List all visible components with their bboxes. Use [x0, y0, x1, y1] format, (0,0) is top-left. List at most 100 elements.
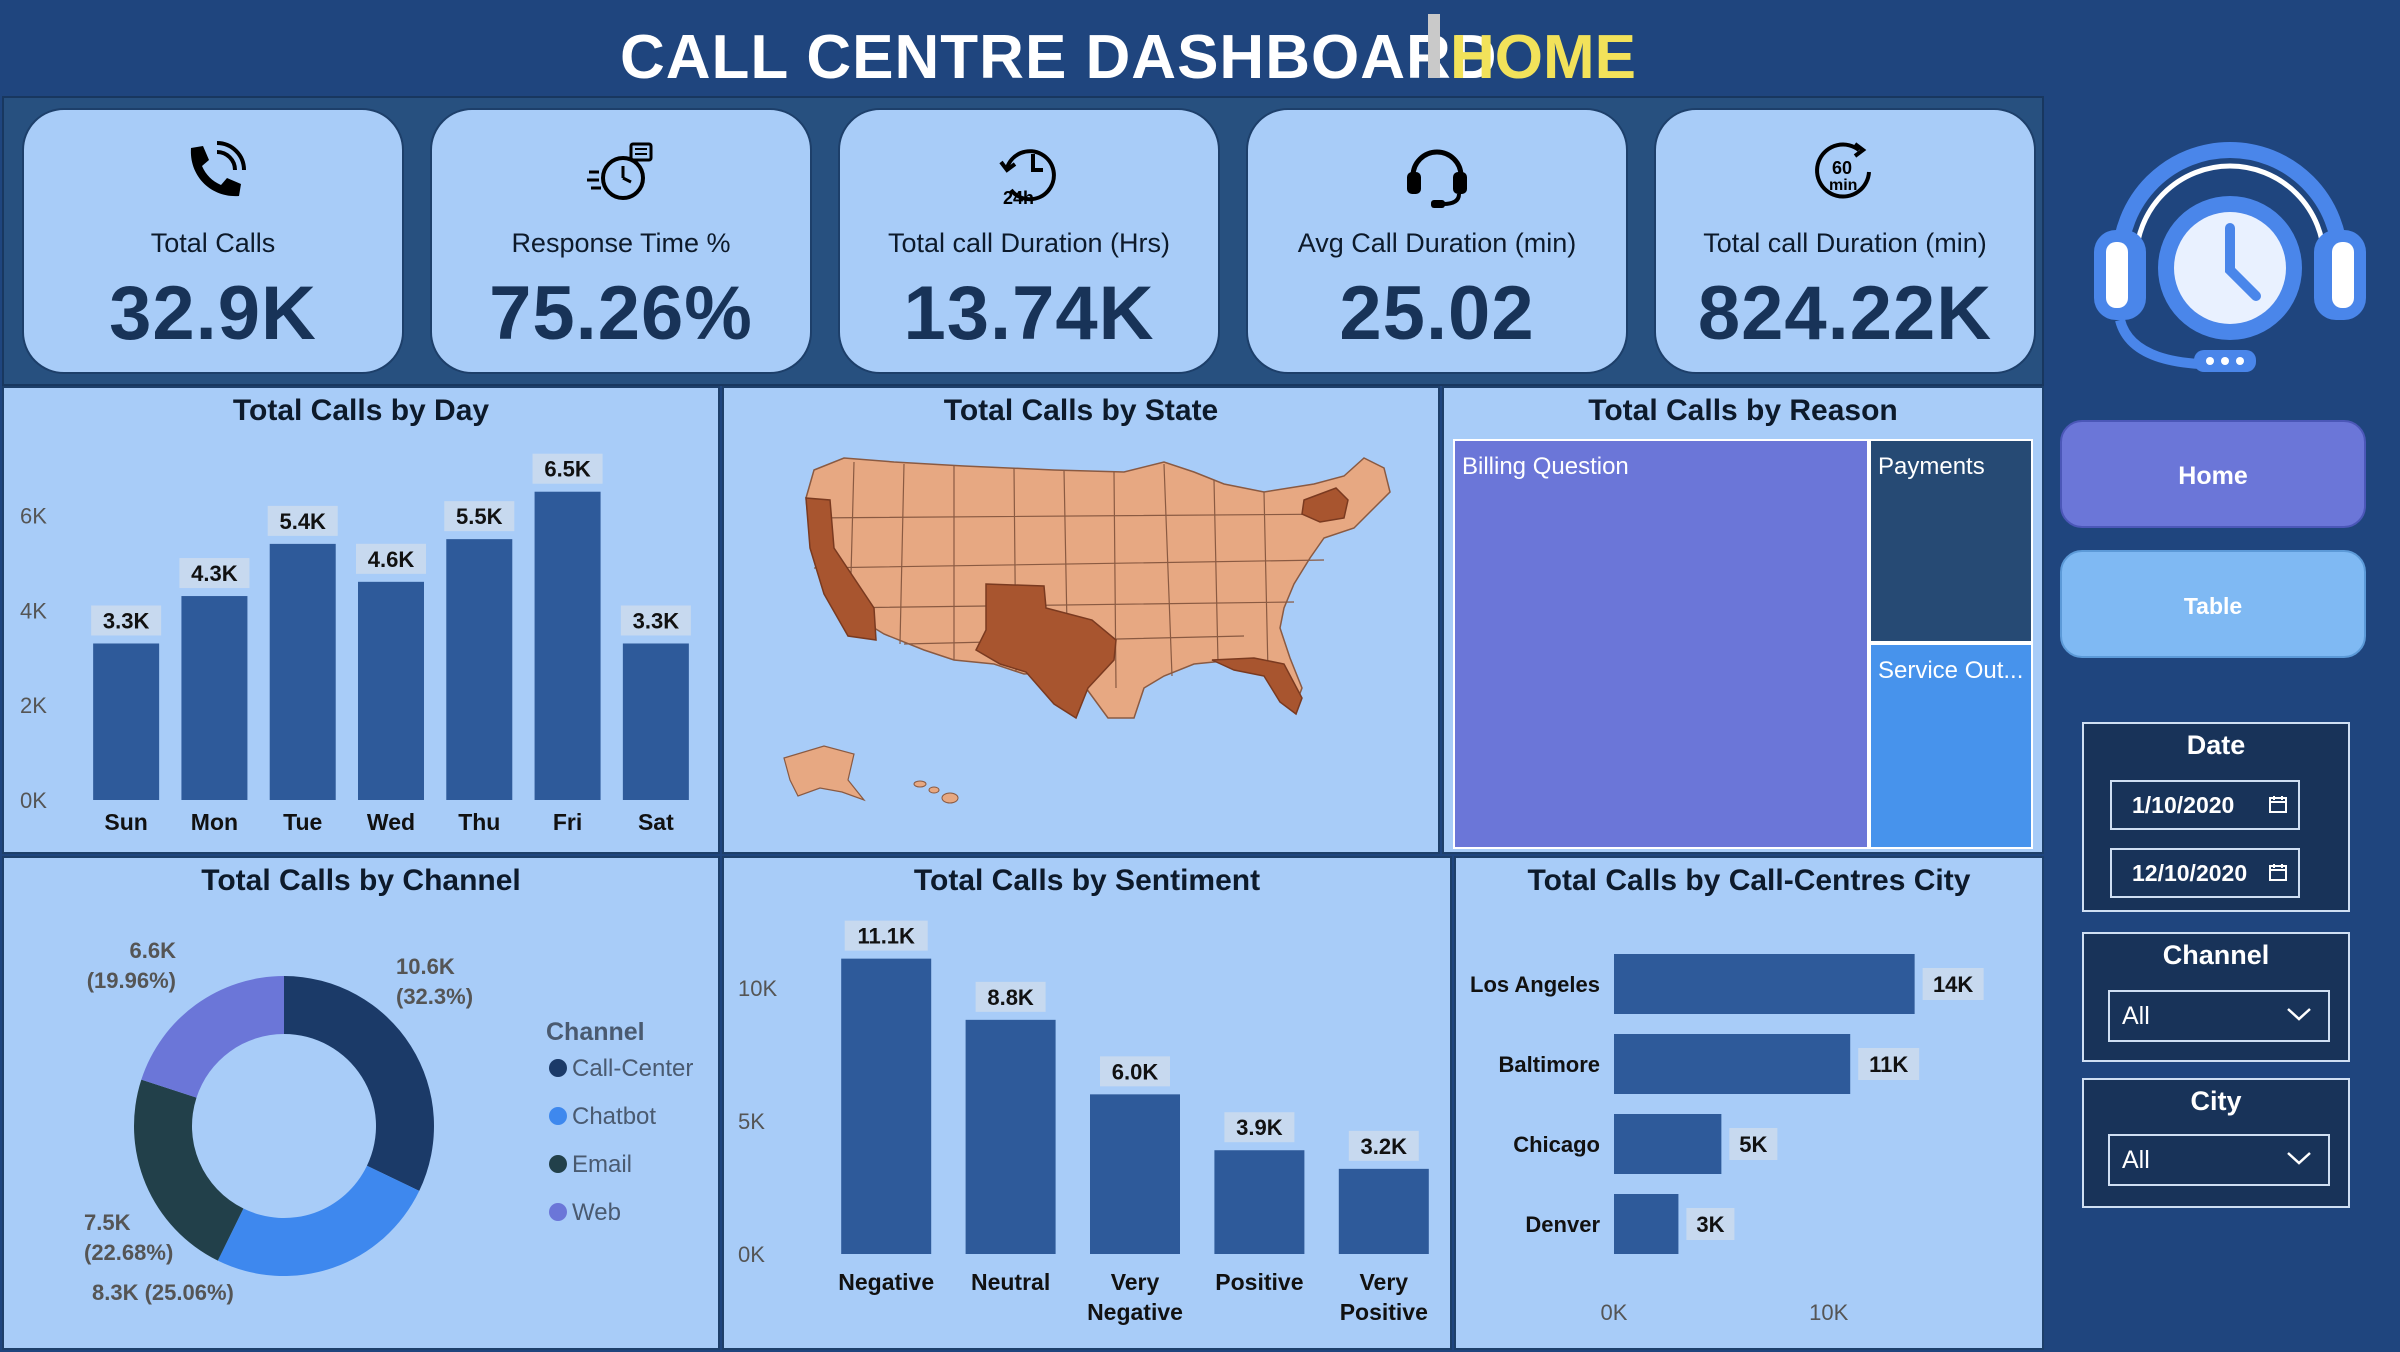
- slicer-title: Channel: [2162, 940, 2270, 970]
- bar[interactable]: [269, 543, 336, 800]
- clock-24h-icon: 24h: [999, 149, 1056, 208]
- bar[interactable]: [1338, 1168, 1429, 1254]
- bar[interactable]: [1214, 1150, 1305, 1254]
- calls-by-city-chart: Los Angeles 14K Baltimore 11K Chicago 5K Denve…: [1470, 954, 1984, 1325]
- page-header: CALL CENTRE DASHBOARD HOME: [0, 0, 2045, 96]
- data-label: 3K: [1696, 1212, 1724, 1237]
- legend-marker: [549, 1059, 567, 1077]
- slice-label: 6.6K: [130, 938, 177, 963]
- bar[interactable]: [965, 1019, 1056, 1254]
- city-selected-value: All: [2122, 1146, 2150, 1174]
- bar[interactable]: [534, 491, 601, 800]
- donut-slice[interactable]: [284, 976, 435, 1191]
- x-tick-label: Thu: [458, 809, 500, 835]
- data-label-bg: [179, 558, 250, 589]
- legend-marker: [549, 1155, 567, 1173]
- page-title: CALL CENTRE DASHBOARD: [620, 23, 1498, 92]
- state-texas[interactable]: [975, 583, 1117, 720]
- calendar-icon[interactable]: [2268, 794, 2288, 814]
- bar[interactable]: [358, 581, 424, 800]
- city-dropdown[interactable]: All: [2108, 1134, 2330, 1186]
- treemap-service-outage[interactable]: [1869, 643, 2033, 849]
- home-button[interactable]: Home: [2060, 420, 2366, 528]
- bar[interactable]: [622, 643, 689, 800]
- table-button[interactable]: Table: [2060, 550, 2366, 658]
- data-label-bg: [356, 543, 426, 574]
- legend-marker: [549, 1107, 567, 1125]
- kpi-card-duration-hrs: 24h Total call Duration (Hrs) 13.74K: [838, 108, 1220, 374]
- kpi-value: 75.26%: [489, 271, 753, 356]
- slice-percent: (19.96%): [87, 968, 176, 993]
- data-label: 8.8K: [987, 985, 1034, 1010]
- svg-text:24h: 24h: [1003, 188, 1034, 208]
- kpi-card-avg-duration: Avg Call Duration (min) 25.02: [1246, 108, 1628, 374]
- data-label: 5.5K: [456, 504, 503, 529]
- calls-by-day-chart: 0K 2K 4K 6K 3.3K Sun 4.3K Mon 5.4K Tue 4.6K Wed 5.5K…: [20, 453, 691, 835]
- calls-by-reason-treemap: Billing Question Payments Service Out...: [1453, 439, 2033, 849]
- y-tick-label: 0K: [738, 1242, 765, 1267]
- state-florida[interactable]: [1211, 657, 1303, 716]
- kpi-label: Response Time %: [511, 228, 731, 258]
- bar[interactable]: [181, 596, 248, 800]
- date-start-input[interactable]: 1/10/2020: [2110, 780, 2300, 830]
- kpi-value: 32.9K: [109, 271, 317, 356]
- x-tick-label: Neutral: [971, 1269, 1050, 1295]
- slice-label: 7.5K: [84, 1210, 131, 1235]
- data-label: 5K: [1739, 1132, 1767, 1157]
- state-hawaii[interactable]: [913, 780, 959, 804]
- treemap-billing-question[interactable]: [1453, 439, 1869, 849]
- date-slicer: Date 1/10/2020 12/10/2020: [2082, 722, 2350, 912]
- data-label-bg: [1686, 1208, 1735, 1240]
- bar[interactable]: [93, 643, 160, 800]
- slice-label: 8.3K (25.06%): [92, 1280, 234, 1305]
- data-label: 11K: [1869, 1052, 1908, 1077]
- state-new-york[interactable]: [1301, 487, 1349, 523]
- donut-slice[interactable]: [134, 1079, 244, 1261]
- data-label-bg: [444, 501, 515, 532]
- bar[interactable]: [446, 539, 513, 800]
- svg-text:min: min: [1829, 177, 1857, 194]
- state-alaska[interactable]: [783, 745, 866, 802]
- date-end-input[interactable]: 12/10/2020: [2110, 848, 2300, 898]
- bar[interactable]: [1614, 1194, 1679, 1254]
- data-label: 4.3K: [191, 561, 238, 586]
- date-end-value: 12/10/2020: [2132, 860, 2248, 886]
- channel-dropdown[interactable]: All: [2108, 990, 2330, 1042]
- y-tick-label: 10K: [738, 976, 777, 1001]
- data-label: 3.9K: [1236, 1115, 1283, 1140]
- donut-slice[interactable]: [217, 1165, 420, 1276]
- x-tick-label: 10K: [1809, 1300, 1848, 1325]
- bar[interactable]: [1090, 1094, 1180, 1254]
- svg-text:60: 60: [1832, 158, 1852, 178]
- x-tick-label: Sun: [104, 809, 147, 835]
- legend-label: Call-Center: [572, 1055, 693, 1082]
- legend-marker: [549, 1203, 567, 1221]
- data-label: 4.6K: [368, 547, 415, 572]
- data-label: 3.3K: [633, 608, 680, 633]
- slice-label: 10.6K: [396, 954, 455, 979]
- x-tick-label: Negative: [838, 1269, 934, 1295]
- donut-slice[interactable]: [141, 976, 284, 1098]
- page-subtitle: HOME: [1450, 23, 1636, 92]
- y-tick-label: Los Angeles: [1470, 972, 1600, 997]
- data-label-bg: [1729, 1128, 1778, 1160]
- bar[interactable]: [1614, 1114, 1722, 1174]
- treemap-payments[interactable]: [1869, 439, 2033, 643]
- bar[interactable]: [841, 958, 932, 1254]
- kpi-value: 25.02: [1339, 271, 1535, 356]
- legend-label: Chatbot: [572, 1103, 656, 1130]
- chart-title: Total Calls by Day: [232, 394, 490, 427]
- bar[interactable]: [1614, 954, 1915, 1014]
- state-california[interactable]: [805, 497, 877, 641]
- headset-clock-logo-icon: [2094, 142, 2366, 372]
- x-tick-label: 0K: [1601, 1300, 1628, 1325]
- calls-by-sentiment-chart: 0K 5K 10K 11.1K Negative 8.8K Neutral 6.0K Very N…: [738, 920, 1429, 1325]
- x-tick-label: Wed: [367, 809, 415, 835]
- kpi-value: 824.22K: [1697, 271, 1993, 356]
- map-mainland[interactable]: [805, 457, 1391, 719]
- x-tick-label: Positive: [1340, 1299, 1428, 1325]
- city-slicer: City All: [2082, 1078, 2350, 1208]
- panel-calls-by-channel: Total Calls by Channel Channel 10.6K (32.…: [2, 856, 720, 1350]
- bar[interactable]: [1614, 1034, 1851, 1094]
- calendar-icon[interactable]: [2268, 862, 2288, 882]
